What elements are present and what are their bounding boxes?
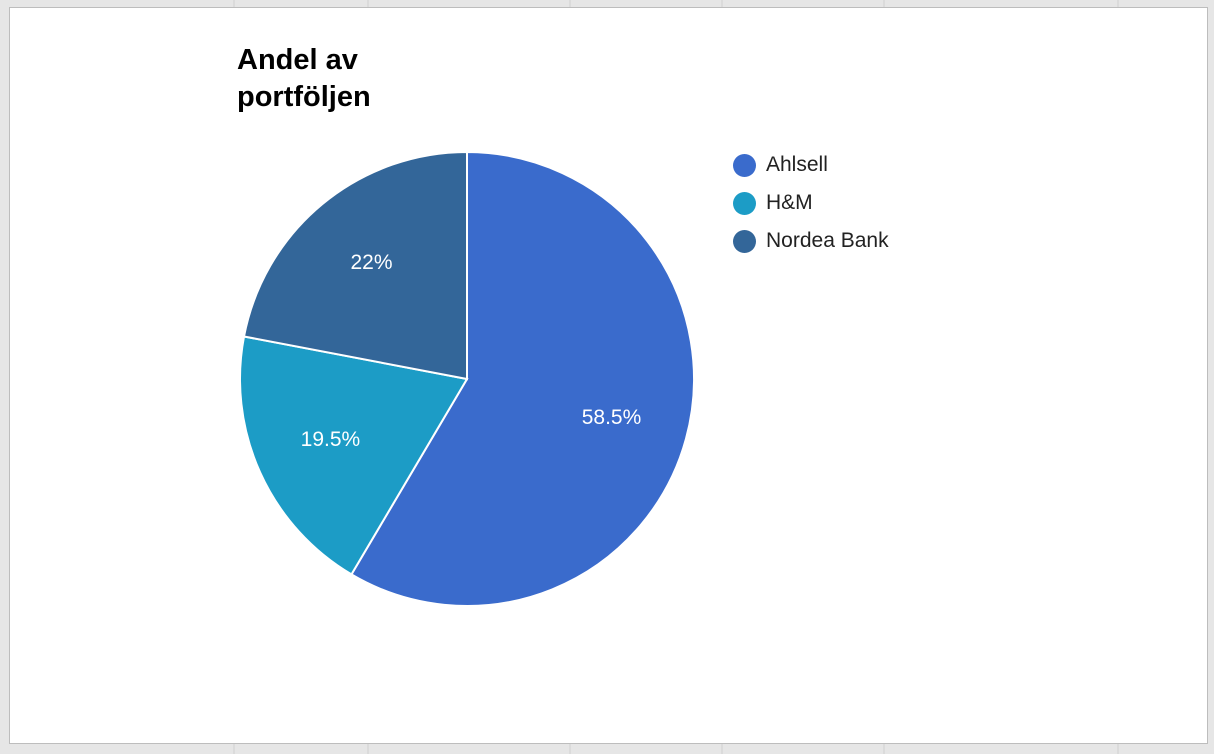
slice-label-ahlsell: 58.5%	[582, 406, 642, 429]
slice-label-h-m: 19.5%	[301, 428, 361, 451]
slice-label-nordea-bank: 22%	[350, 251, 392, 274]
pie-slice-ahlsell[interactable]	[350, 150, 695, 607]
legend-label-nordea-bank: Nordea Bank	[766, 229, 889, 252]
pie-slice-nordea-bank[interactable]	[242, 150, 468, 381]
legend-item-ahlsell[interactable]: Ahlsell	[733, 146, 889, 184]
pie-chart[interactable]: 58.5% 19.5% 22%	[10, 8, 1209, 745]
legend-item-h-m[interactable]: H&M	[733, 184, 889, 222]
legend-label-h-m: H&M	[766, 191, 813, 214]
legend-item-nordea-bank[interactable]: Nordea Bank	[733, 222, 889, 260]
legend-swatch-h-m	[733, 191, 756, 215]
legend-label-ahlsell: Ahlsell	[766, 153, 828, 176]
legend-swatch-ahlsell	[733, 153, 756, 177]
chart-container[interactable]: Andel av portföljen 58.5% 19.5% 22% Ahlsel…	[9, 7, 1208, 744]
chart-legend: Ahlsell H&M Nordea Bank	[733, 146, 889, 260]
chart-title: Andel av portföljen	[237, 44, 371, 113]
legend-swatch-nordea-bank	[733, 229, 756, 253]
pie-slice-h-m[interactable]	[239, 335, 469, 576]
